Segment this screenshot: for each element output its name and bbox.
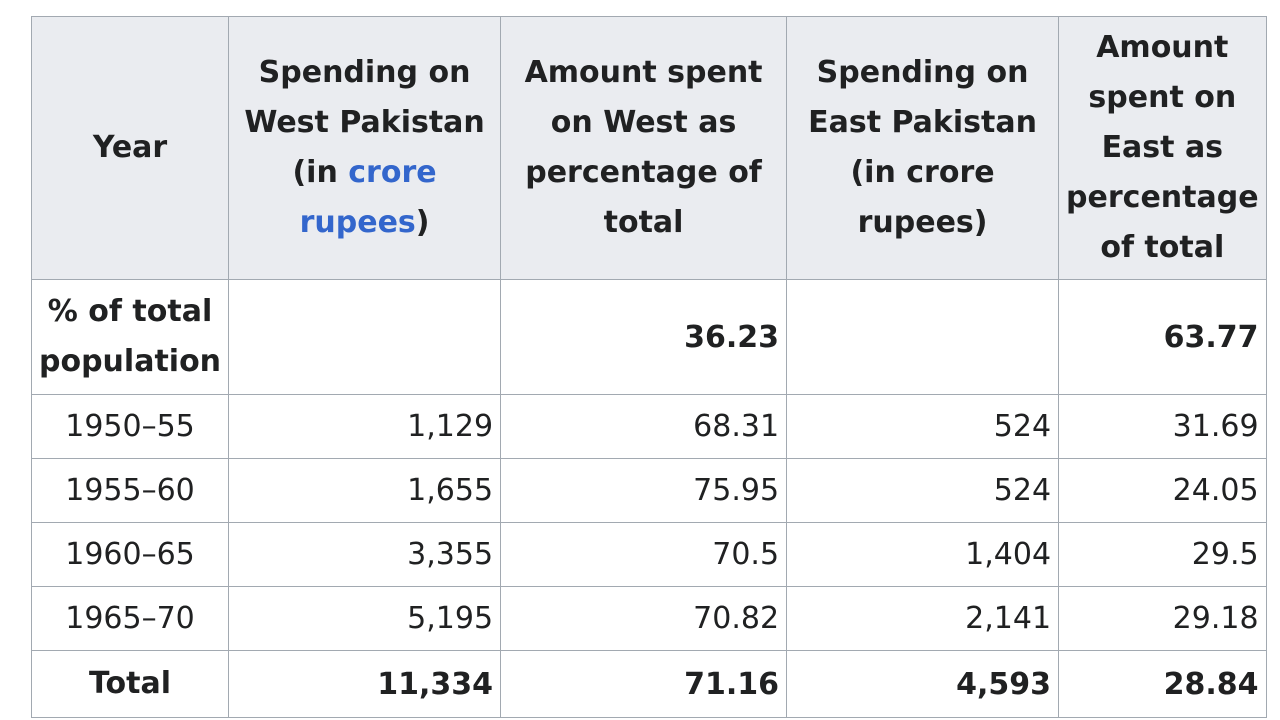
header-west-pct: Amount spent on West as percentage of to…	[500, 16, 788, 280]
east-spending-cell: 2,141	[786, 586, 1060, 651]
crore-rupees-link[interactable]: crore rupees	[299, 155, 437, 240]
table-row: 1960–65 3,355 70.5 1,404 29.5	[30, 522, 1267, 587]
east-spending-cell: 524	[786, 394, 1060, 459]
east-pct-cell: 31.69	[1058, 394, 1267, 459]
population-west-spending	[228, 279, 502, 395]
west-spending-cell: 5,195	[228, 586, 502, 651]
west-spending-cell: 1,655	[228, 458, 502, 523]
year-cell: 1960–65	[30, 522, 230, 587]
table-row: 1950–55 1,129 68.31 524 31.69	[30, 394, 1267, 459]
header-year: Year	[30, 16, 230, 280]
west-spending-cell: 3,355	[228, 522, 502, 587]
east-pct-cell: 29.5	[1058, 522, 1267, 587]
header-row: Year Spending on West Pakistan (in crore…	[30, 16, 1267, 280]
west-pct-cell: 70.5	[500, 522, 788, 587]
east-spending-cell: 524	[786, 458, 1060, 523]
year-cell: 1950–55	[30, 394, 230, 459]
east-pct-cell: 29.18	[1058, 586, 1267, 651]
east-pct-cell: 24.05	[1058, 458, 1267, 523]
west-pct-cell: 68.31	[500, 394, 788, 459]
population-east-pct: 63.77	[1058, 279, 1267, 395]
year-cell: 1965–70	[30, 586, 230, 651]
header-east-pct: Amount spent on East as percentage of to…	[1058, 16, 1267, 280]
population-row: % of total population 36.23 63.77	[30, 279, 1267, 395]
header-west-spending-pre: Spending on West Pakistan (in	[244, 55, 485, 190]
total-east-spending: 4,593	[786, 650, 1060, 718]
total-label: Total	[30, 650, 230, 718]
table-row: 1965–70 5,195 70.82 2,141 29.18	[30, 586, 1267, 651]
spending-table-container: Year Spending on West Pakistan (in crore…	[30, 16, 1267, 718]
header-west-spending: Spending on West Pakistan (in crore rupe…	[228, 16, 502, 280]
population-east-spending	[786, 279, 1060, 395]
table-row: 1955–60 1,655 75.95 524 24.05	[30, 458, 1267, 523]
year-cell: 1955–60	[30, 458, 230, 523]
total-row: Total 11,334 71.16 4,593 28.84	[30, 650, 1267, 718]
total-east-pct: 28.84	[1058, 650, 1267, 718]
population-west-pct: 36.23	[500, 279, 788, 395]
spending-table: Year Spending on West Pakistan (in crore…	[30, 16, 1267, 718]
west-pct-cell: 70.82	[500, 586, 788, 651]
population-label: % of total population	[30, 279, 230, 395]
total-west-pct: 71.16	[500, 650, 788, 718]
west-spending-cell: 1,129	[228, 394, 502, 459]
header-west-spending-post: )	[415, 205, 430, 240]
west-pct-cell: 75.95	[500, 458, 788, 523]
total-west-spending: 11,334	[228, 650, 502, 718]
east-spending-cell: 1,404	[786, 522, 1060, 587]
header-east-spending: Spending on East Pakistan (in crore rupe…	[786, 16, 1060, 280]
